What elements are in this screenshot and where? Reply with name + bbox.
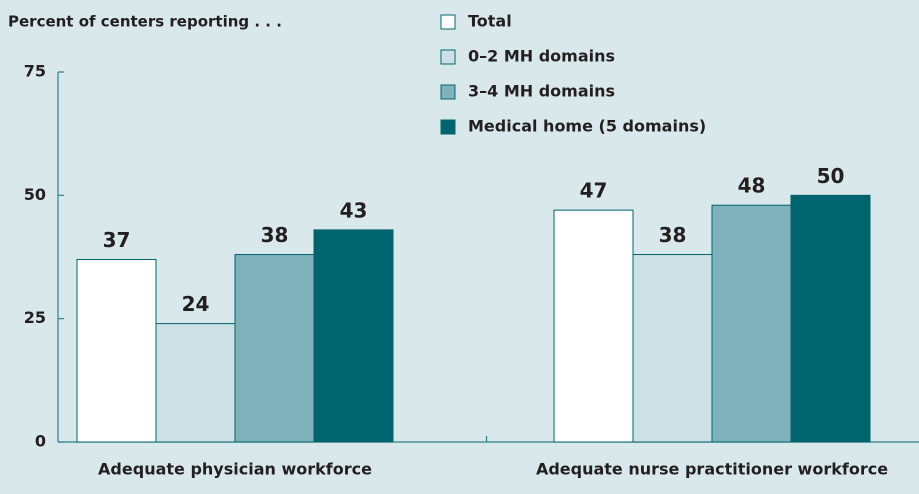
value-label: 38 (659, 223, 687, 247)
y-tick-label: 0 (35, 432, 46, 451)
legend-label: Total (468, 12, 512, 31)
bar (155, 323, 236, 443)
legend-swatch (440, 84, 456, 100)
value-label: 43 (340, 198, 368, 222)
x-tick-label: Adequate nurse practitioner workforce (536, 460, 888, 479)
legend-label: 3–4 MH domains (468, 82, 615, 101)
y-tick-label: 50 (24, 185, 46, 204)
legend-swatch (440, 14, 456, 30)
value-label: 37 (103, 228, 131, 252)
y-tick-label: 25 (24, 308, 46, 327)
bar (313, 229, 394, 443)
legend-label: Medical home (5 domains) (468, 117, 706, 136)
value-label: 47 (580, 179, 608, 203)
y-tick-label: 75 (24, 62, 46, 81)
bar (711, 204, 792, 443)
legend-label: 0–2 MH domains (468, 47, 615, 66)
legend-swatch (440, 49, 456, 65)
bar (553, 209, 634, 443)
bar (76, 258, 157, 443)
value-label: 48 (738, 174, 766, 198)
bar (632, 254, 713, 443)
bar (790, 194, 871, 443)
chart-title: Percent of centers reporting . . . (8, 13, 282, 31)
bar (234, 254, 315, 443)
value-label: 38 (261, 223, 289, 247)
legend-swatch (440, 119, 456, 135)
x-tick-label: Adequate physician workforce (98, 460, 372, 479)
value-label: 50 (817, 164, 845, 188)
value-label: 24 (182, 292, 210, 316)
